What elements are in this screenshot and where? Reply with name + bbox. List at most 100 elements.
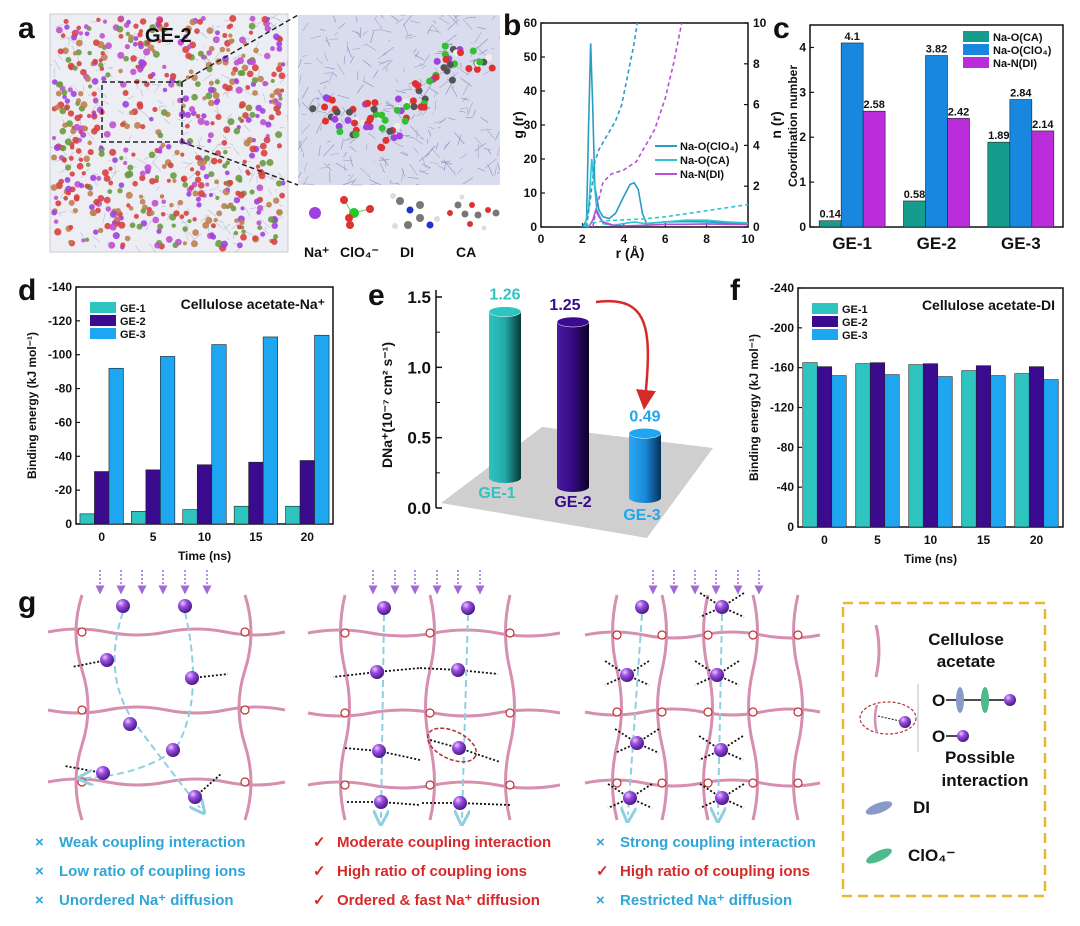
- atom: [215, 239, 223, 248]
- atom: [140, 124, 146, 130]
- rdf-plot-frame: [540, 22, 749, 228]
- polymer-strand: [443, 159, 454, 172]
- polymer-strand: [244, 207, 251, 218]
- polymer-strand: [472, 110, 476, 117]
- polymer-strand: [348, 174, 354, 182]
- polymer-strand: [377, 51, 387, 60]
- legend-label: GE-2: [120, 316, 146, 328]
- x-tick-label: 0: [98, 530, 105, 544]
- polymer-strand: [318, 60, 324, 65]
- atom: [446, 61, 454, 69]
- atom: [245, 104, 251, 110]
- atom: [378, 111, 386, 119]
- atom: [108, 180, 114, 186]
- atom: [126, 203, 131, 208]
- atom: [160, 212, 166, 217]
- coupling-bond: [459, 802, 511, 806]
- polymer-strand: [395, 90, 407, 94]
- atom: [138, 194, 144, 199]
- y-tick-label: -240: [770, 281, 794, 295]
- polymer-strand: [350, 55, 355, 64]
- atom: [177, 199, 184, 206]
- y-tick-label: 0: [65, 517, 72, 531]
- atom: [214, 179, 219, 185]
- atom: [109, 148, 117, 156]
- polymer-strand: [60, 193, 64, 198]
- outcome-text: Moderate coupling interaction: [337, 834, 551, 851]
- polymer-strand: [378, 61, 384, 64]
- atom: [371, 99, 379, 107]
- polymer-strand: [302, 55, 308, 57]
- atom: [118, 68, 123, 74]
- polymer-strand: [459, 153, 468, 159]
- atom: [99, 145, 104, 150]
- atom: [194, 176, 202, 183]
- atom: [328, 96, 336, 104]
- polymer-strand: [440, 161, 453, 165]
- polymer-strand: [362, 30, 368, 36]
- atom: [55, 200, 62, 207]
- atom: [393, 106, 401, 114]
- atom: [62, 47, 69, 55]
- atom: [271, 222, 278, 229]
- atom: [206, 50, 212, 56]
- polymer-strand: [415, 51, 420, 58]
- atom: [260, 149, 268, 157]
- polymer-strand: [466, 106, 469, 114]
- atom: [144, 164, 152, 172]
- polymer-strand: [320, 125, 322, 131]
- atom: [433, 57, 441, 65]
- atom: [118, 221, 126, 229]
- legend-label: GE-3: [120, 329, 146, 341]
- atom: [182, 95, 189, 102]
- polymer-strand: [382, 107, 395, 110]
- atom: [184, 28, 190, 33]
- atom: [128, 205, 134, 211]
- panel-label-f: f: [730, 274, 741, 307]
- polymer-strand: [480, 128, 493, 131]
- cross-icon: ×: [596, 834, 605, 851]
- atom: [53, 195, 59, 200]
- polymer-strand: [340, 109, 346, 117]
- atom: [78, 91, 84, 97]
- atom: [152, 216, 160, 224]
- polymer-strand: [149, 243, 156, 253]
- polymer-strand: [433, 120, 445, 124]
- polymer-strand: [443, 142, 450, 151]
- atom: [237, 191, 245, 199]
- coupling-bond: [380, 801, 421, 806]
- na-ion: [623, 791, 637, 805]
- polymer-strand: [278, 19, 284, 23]
- crosslink-node: [748, 707, 758, 717]
- atom: [241, 53, 246, 58]
- polymer-strand: [337, 94, 350, 99]
- atom: [97, 194, 105, 202]
- na-ion-icon: [957, 730, 969, 742]
- y-tick-label: 2: [799, 130, 806, 144]
- atom: [230, 70, 236, 76]
- atom: [102, 19, 108, 24]
- polymer-strand: [390, 180, 392, 185]
- legend-swatch: [812, 329, 838, 340]
- atom: [256, 184, 264, 192]
- polymer-strand: [381, 156, 389, 166]
- atom: [195, 170, 201, 176]
- atom: [57, 48, 64, 55]
- x-tick-label: 20: [301, 530, 315, 544]
- atom: [212, 36, 220, 44]
- atom: [157, 149, 163, 154]
- atom: [485, 54, 493, 62]
- polymer-strand: [351, 30, 361, 35]
- atom: [465, 64, 473, 72]
- polymer-strand: [399, 152, 408, 156]
- polymer-strand: [314, 97, 320, 100]
- x-tick-label: 10: [924, 533, 938, 547]
- atom: [183, 34, 188, 39]
- polymer-strand: [109, 171, 117, 182]
- atom: [84, 31, 90, 37]
- atom: [64, 98, 71, 104]
- atom: [130, 55, 137, 62]
- atom: [212, 92, 220, 100]
- atom: [154, 242, 161, 249]
- polymer-strand: [477, 38, 488, 49]
